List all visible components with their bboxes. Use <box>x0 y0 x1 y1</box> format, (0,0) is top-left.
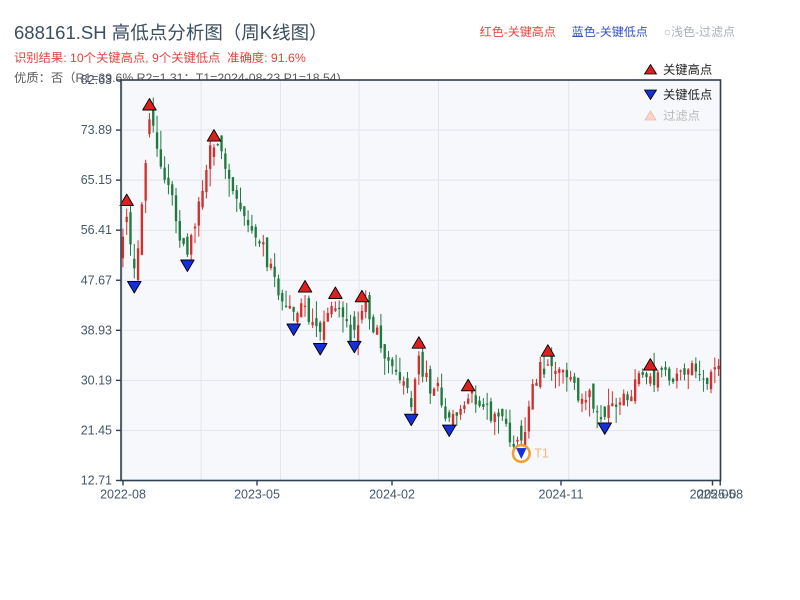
svg-text:2024-02: 2024-02 <box>369 488 415 502</box>
svg-text:2023-05: 2023-05 <box>234 488 280 502</box>
svg-text:12.71: 12.71 <box>81 474 112 488</box>
svg-text:2022-08: 2022-08 <box>100 488 146 502</box>
svg-text:T1: T1 <box>534 447 549 461</box>
svg-text:2025-08: 2025-08 <box>697 488 743 502</box>
svg-text:56.41: 56.41 <box>81 223 112 237</box>
svg-text:65.15: 65.15 <box>81 173 112 187</box>
svg-text:38.93: 38.93 <box>81 323 112 337</box>
svg-text:82.63: 82.63 <box>81 73 112 87</box>
svg-text:73.89: 73.89 <box>81 123 112 137</box>
svg-text:21.45: 21.45 <box>81 423 112 437</box>
svg-text:30.19: 30.19 <box>81 373 112 387</box>
svg-text:47.67: 47.67 <box>81 273 112 287</box>
svg-text:2024-11: 2024-11 <box>539 488 584 502</box>
